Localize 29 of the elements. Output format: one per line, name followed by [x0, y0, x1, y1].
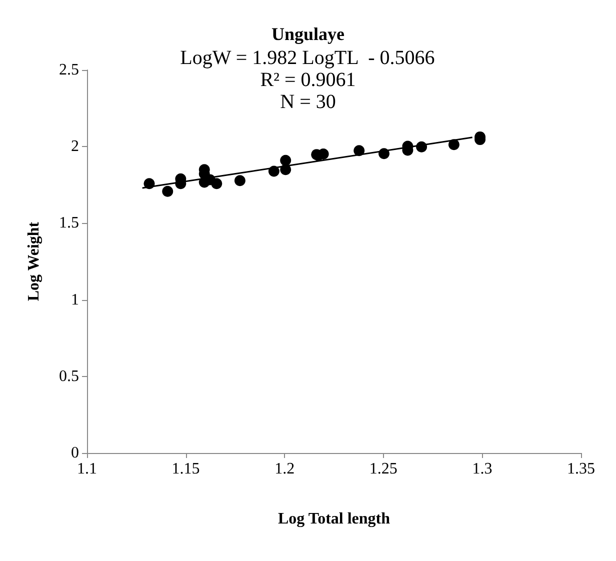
point — [234, 175, 246, 186]
chart-title: Ungulaye — [271, 24, 345, 44]
y-tick-label: 1 — [71, 291, 79, 308]
x-axis-title: Log Total length — [278, 510, 390, 528]
point — [280, 154, 292, 166]
y-tick-label: 2.5 — [59, 62, 79, 78]
y-tick-label: 0.5 — [59, 368, 79, 385]
x-tick-label: 1.3 — [472, 460, 492, 478]
point — [162, 186, 174, 197]
point — [354, 145, 365, 156]
x-tick-label: 1.2 — [274, 460, 295, 478]
x-tick-label: 1.1 — [77, 460, 97, 478]
text: LogW = 1.982 LogTL - 0.5066 — [180, 47, 435, 69]
point — [268, 166, 280, 177]
x-tick-label: 1.15 — [172, 460, 200, 478]
x-tick-label: 1.25 — [369, 460, 398, 478]
point — [378, 148, 390, 160]
x-tick-label: 1.35 — [567, 460, 595, 478]
annotation: R² = 0.9061 — [260, 69, 356, 91]
point — [144, 178, 155, 190]
point — [211, 178, 222, 190]
point — [448, 139, 460, 150]
y-tick-label: 0 — [71, 444, 79, 462]
point — [416, 141, 428, 152]
y-tick-label: 2 — [71, 138, 79, 156]
annotation: N = 30 — [280, 91, 336, 113]
y-axis-title: Log Weight — [26, 221, 42, 302]
y-tick-label: 1.5 — [59, 214, 79, 232]
point — [280, 164, 292, 176]
